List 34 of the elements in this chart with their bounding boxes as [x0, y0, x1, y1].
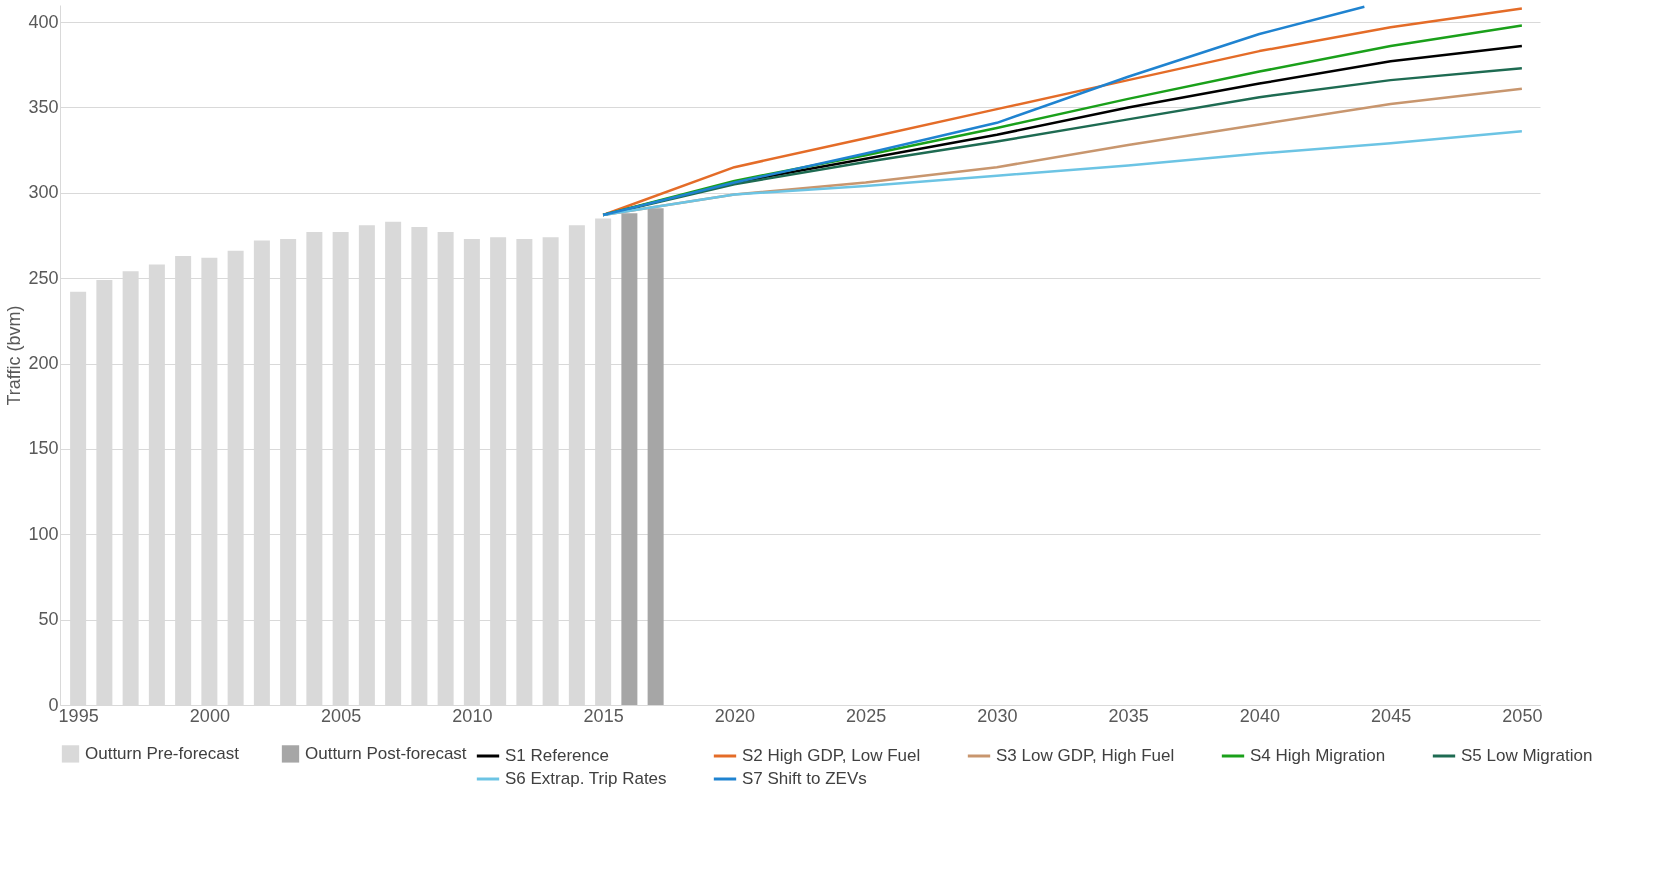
legend-label: S4 High Migration — [1250, 746, 1386, 765]
legend-label: S6 Extrap. Trip Rates — [505, 769, 667, 788]
y-tick-label: 50 — [38, 609, 59, 630]
y-tick-label: 350 — [28, 96, 59, 117]
y-tick-label: 300 — [28, 182, 59, 203]
x-tick-label: 2020 — [714, 705, 755, 726]
legend-label: Outturn Pre-forecast — [85, 743, 240, 763]
y-axis-title: Traffic (bvm) — [4, 305, 25, 406]
legend-label: S2 High GDP, Low Fuel — [742, 746, 921, 765]
y-tick-label: 200 — [28, 353, 59, 374]
x-tick-label: 2030 — [977, 705, 1018, 726]
y-tick-label: 0 — [48, 694, 59, 715]
x-tick-label: 2015 — [583, 705, 624, 726]
x-tick-label: 2050 — [1502, 705, 1543, 726]
x-tick-label: 2005 — [321, 705, 362, 726]
y-tick-label: 100 — [28, 523, 59, 544]
x-tick-label: 2025 — [846, 705, 887, 726]
legend-label: S5 Low Migration — [1461, 746, 1593, 765]
x-tick-label: 2045 — [1371, 705, 1412, 726]
legend-label: S1 Reference — [505, 746, 609, 765]
x-tick-label: 2035 — [1108, 705, 1149, 726]
legend-label: S3 Low GDP, High Fuel — [996, 746, 1175, 765]
legend-label: Outturn Post-forecast — [305, 743, 467, 763]
y-tick-label: 150 — [28, 438, 59, 459]
bar — [647, 208, 664, 705]
x-tick-label: 2010 — [452, 705, 493, 726]
legend-label: S7 Shift to ZEVs — [742, 769, 867, 788]
y-tick-label: 250 — [28, 267, 59, 288]
line-series — [601, 5, 1366, 217]
x-tick-label: 1995 — [58, 705, 99, 726]
x-tick-label: 2000 — [189, 705, 230, 726]
y-tick-label: 400 — [28, 11, 59, 32]
x-tick-label: 2040 — [1239, 705, 1280, 726]
bar — [621, 213, 638, 705]
